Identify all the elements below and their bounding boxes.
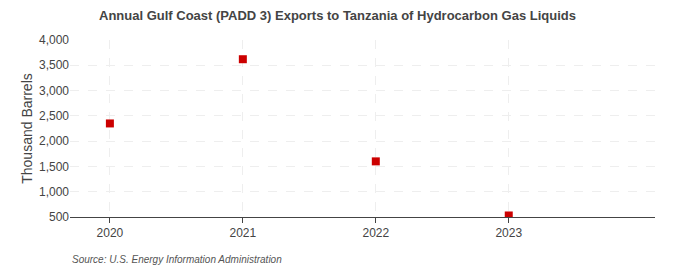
svg-text:1,000: 1,000 — [39, 185, 69, 199]
svg-text:2,500: 2,500 — [39, 109, 69, 123]
svg-text:Thousand Barrels: Thousand Barrels — [19, 73, 35, 184]
svg-text:2021: 2021 — [229, 226, 256, 240]
svg-text:Annual Gulf Coast (PADD 3) Exp: Annual Gulf Coast (PADD 3) Exports to Ta… — [99, 8, 576, 23]
svg-text:4,000: 4,000 — [39, 33, 69, 47]
svg-text:Source: U.S. Energy Informatio: Source: U.S. Energy Information Administ… — [72, 254, 282, 265]
svg-text:1,500: 1,500 — [39, 160, 69, 174]
svg-text:2020: 2020 — [97, 226, 124, 240]
svg-text:3,000: 3,000 — [39, 84, 69, 98]
svg-text:2,000: 2,000 — [39, 134, 69, 148]
svg-text:2022: 2022 — [362, 226, 389, 240]
svg-text:500: 500 — [49, 210, 69, 224]
svg-text:2023: 2023 — [495, 226, 522, 240]
svg-text:3,500: 3,500 — [39, 58, 69, 72]
